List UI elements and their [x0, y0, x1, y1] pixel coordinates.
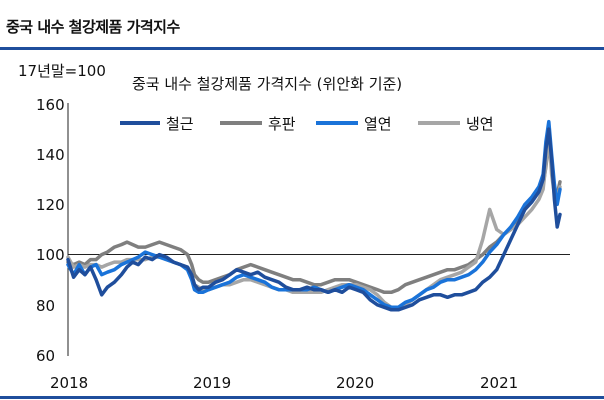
legend-label: 냉연	[466, 115, 494, 133]
y-tick-label: 100	[36, 246, 65, 264]
series-line-3	[66, 119, 562, 310]
top-rule	[0, 47, 604, 50]
bottom-rule	[0, 396, 604, 399]
y-tick-label: 160	[36, 96, 65, 114]
y-axis-ticks: 160 140 120 100 80 60	[36, 96, 65, 365]
series-line-1	[66, 127, 562, 312]
x-axis-ticks: 2018 2019 2020 2021	[50, 374, 518, 392]
legend-label: 열연	[364, 115, 392, 133]
unit-label: 17년말=100	[18, 62, 106, 80]
x-tick-label: 2019	[193, 374, 231, 392]
chart-legend: 철근 후판 열연 냉연	[120, 115, 494, 133]
x-tick-label: 2018	[50, 374, 88, 392]
x-tick-label: 2021	[480, 374, 518, 392]
y-tick-label: 80	[36, 297, 55, 315]
series-layer	[66, 119, 562, 312]
y-tick-label: 140	[36, 146, 65, 164]
x-tick-label: 2020	[336, 374, 374, 392]
chart-subtitle: 중국 내수 철강제품 가격지수 (위안화 기준)	[132, 75, 402, 93]
legend-label: 철근	[166, 115, 194, 133]
y-tick-label: 120	[36, 196, 65, 214]
y-tick-label: 60	[36, 347, 55, 365]
legend-label: 후판	[268, 115, 296, 133]
page-title: 중국 내수 철강제품 가격지수	[6, 18, 180, 36]
